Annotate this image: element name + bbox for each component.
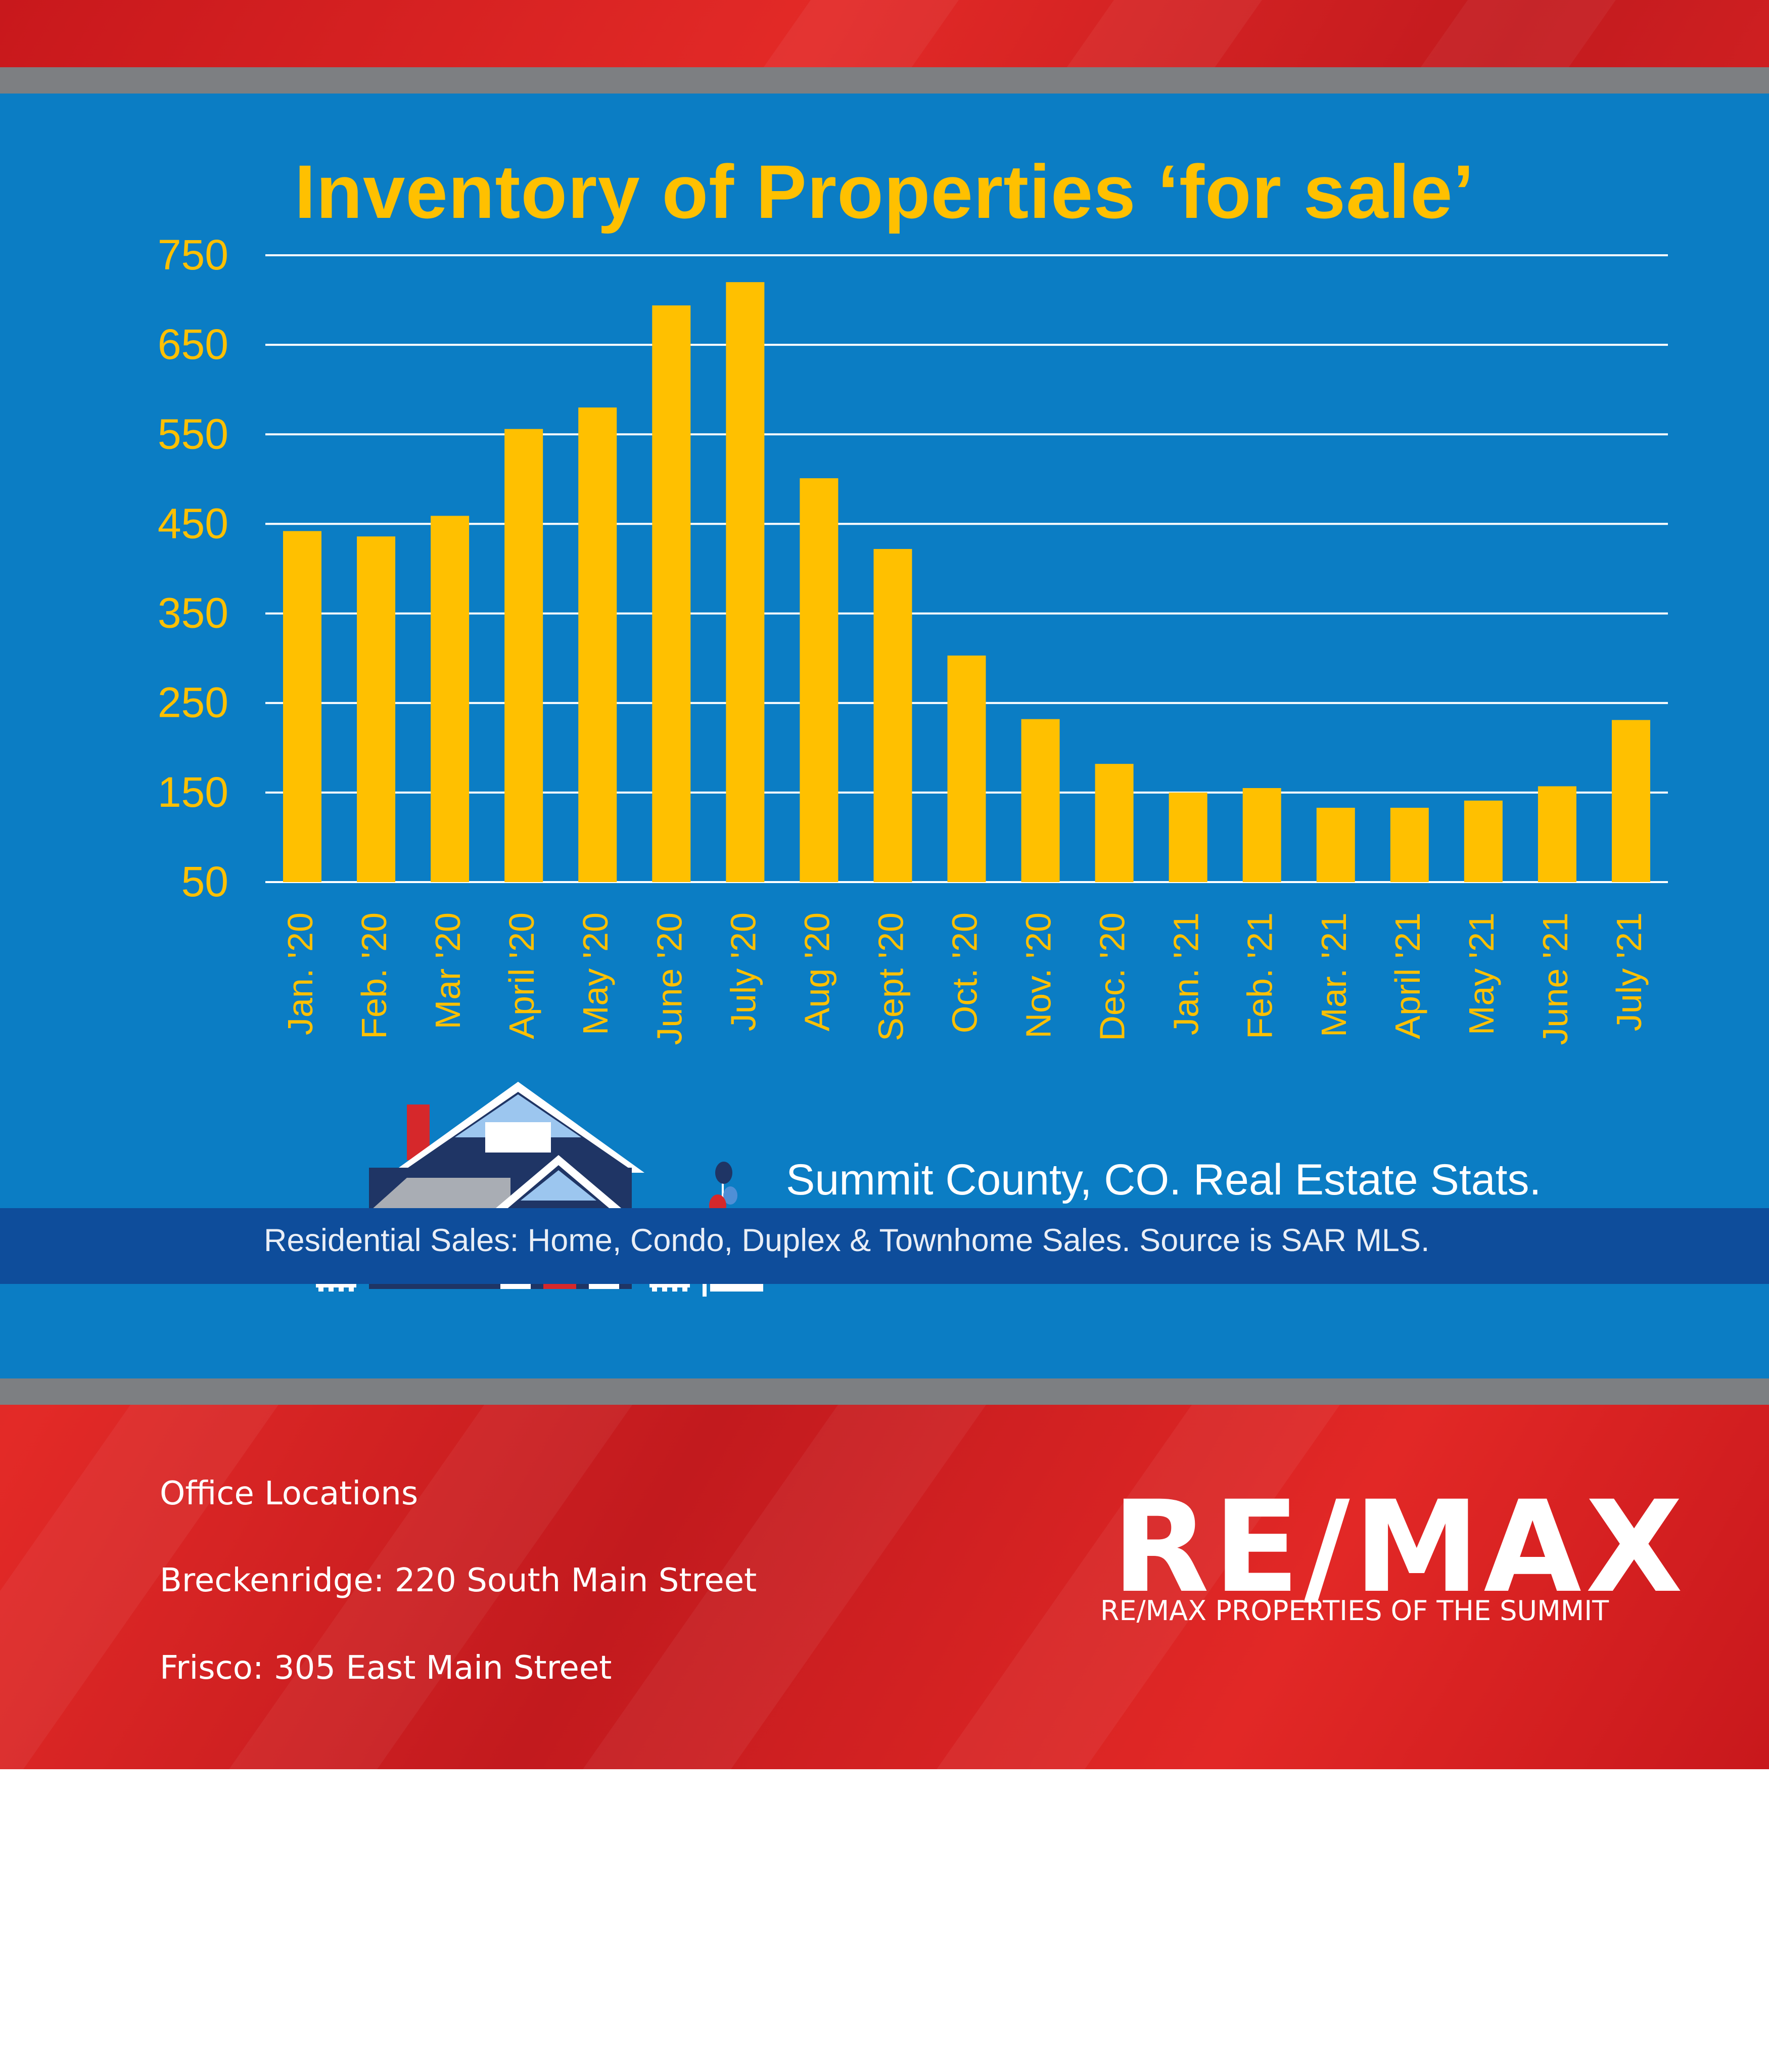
top-gray-band xyxy=(0,67,1769,94)
residential-caption: Residential Sales: Home, Condo, Duplex &… xyxy=(264,1223,1430,1258)
x-tick-label: July '20 xyxy=(723,912,763,1031)
bar xyxy=(1316,807,1355,882)
x-tick-label: Nov. '20 xyxy=(1019,912,1058,1038)
bar xyxy=(1464,800,1503,882)
x-axis-ticks: Jan. '20 Feb. '20 Mar '20 April '20 May '20 J… xyxy=(281,912,1649,1045)
y-tick-label: 250 xyxy=(158,679,228,726)
x-tick-label: Oct. '20 xyxy=(945,912,985,1033)
bar xyxy=(1242,788,1281,882)
bar xyxy=(1611,720,1650,882)
x-tick-label: June '20 xyxy=(649,912,689,1045)
balloons-icon xyxy=(715,1162,732,1184)
x-tick-label: May '20 xyxy=(576,912,615,1035)
caption-band xyxy=(0,1208,1769,1284)
y-tick-label: 550 xyxy=(158,410,228,457)
x-tick-label: July '21 xyxy=(1609,912,1649,1031)
bar xyxy=(431,516,470,882)
bar xyxy=(357,536,396,882)
brand-name: RE/MAX PROPERTIES OF THE SUMMIT xyxy=(1100,1595,1609,1627)
bar xyxy=(504,429,543,882)
x-tick-label: Jan. '21 xyxy=(1167,912,1206,1035)
bar xyxy=(1390,807,1429,882)
bar xyxy=(1169,792,1207,882)
x-tick-label: Feb. '20 xyxy=(354,912,394,1039)
x-tick-label: Mar. '21 xyxy=(1314,912,1354,1037)
x-tick-label: Mar '20 xyxy=(428,912,468,1029)
y-tick-label: 50 xyxy=(181,858,228,905)
bar-chart: 50 150 250 350 450 550 650 750 Jan. '20 Feb. '20… xyxy=(158,231,1668,1045)
y-tick-label: 650 xyxy=(158,320,228,368)
x-tick-label: April '21 xyxy=(1388,912,1427,1039)
y-axis-ticks: 50 150 250 350 450 550 650 750 xyxy=(158,231,228,905)
stats-caption: Summit County, CO. Real Estate Stats. xyxy=(786,1156,1542,1204)
y-tick-label: 750 xyxy=(158,231,228,279)
bar xyxy=(283,531,322,882)
bar xyxy=(726,282,765,883)
chart-title: Inventory of Properties ‘for sale’ xyxy=(294,149,1475,234)
y-tick-label: 150 xyxy=(158,768,228,816)
bar xyxy=(1021,719,1060,882)
bar xyxy=(652,305,691,883)
office-heading: Office Locations xyxy=(160,1475,418,1512)
office-line-breckenridge: Breckenridge: 220 South Main Street xyxy=(160,1562,757,1599)
remax-logo: RE/MAX xyxy=(1112,1474,1687,1621)
bar xyxy=(1538,786,1576,882)
x-tick-label: Aug '20 xyxy=(797,912,836,1031)
bottom-gray-band xyxy=(0,1378,1769,1405)
y-tick-label: 450 xyxy=(158,499,228,547)
x-tick-label: Dec. '20 xyxy=(1093,912,1132,1041)
x-tick-label: Feb. '21 xyxy=(1240,912,1280,1039)
bars xyxy=(283,282,1650,883)
x-tick-label: Sept '20 xyxy=(871,912,910,1041)
bar xyxy=(800,478,839,882)
x-tick-label: April '20 xyxy=(502,912,541,1039)
bar xyxy=(873,549,912,882)
bar xyxy=(578,407,617,882)
x-tick-label: Jan. '20 xyxy=(281,912,320,1035)
x-tick-label: May '21 xyxy=(1462,912,1501,1035)
y-tick-label: 350 xyxy=(158,589,228,637)
x-tick-label: June '21 xyxy=(1535,912,1575,1045)
office-line-frisco: Frisco: 305 East Main Street xyxy=(160,1649,612,1687)
bar xyxy=(947,655,986,882)
bar xyxy=(1095,764,1134,882)
